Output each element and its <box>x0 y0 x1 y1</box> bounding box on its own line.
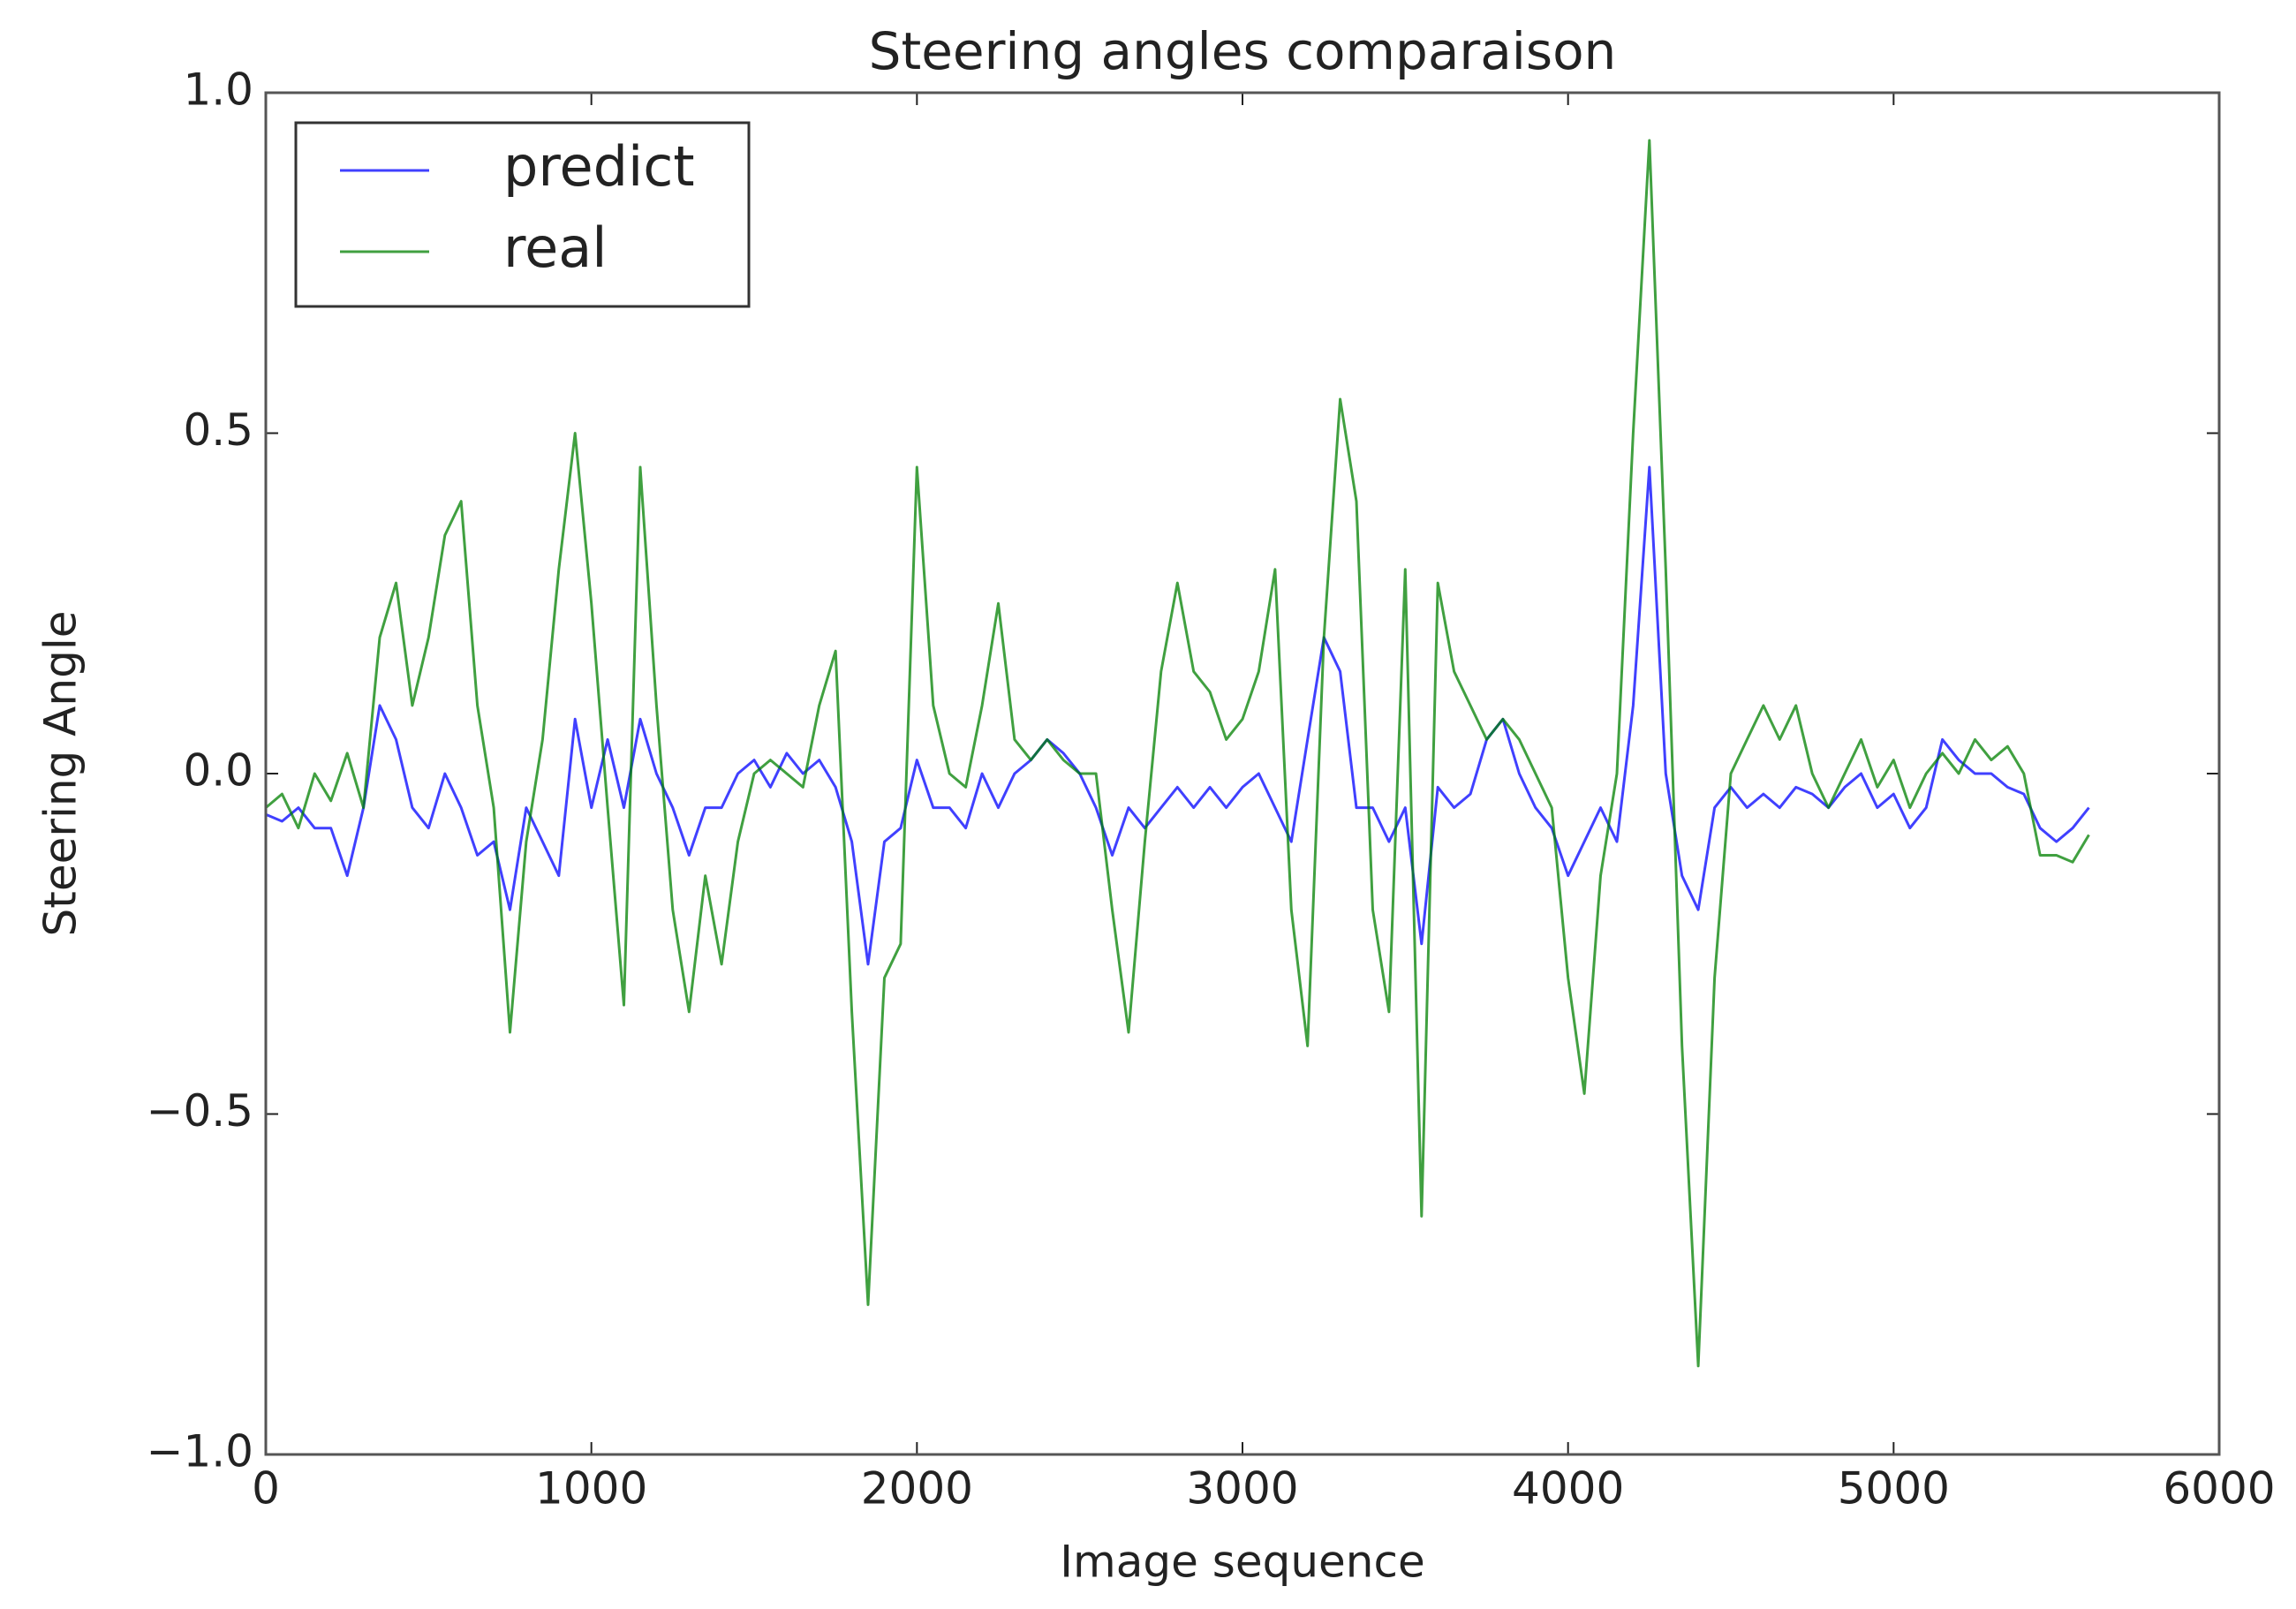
plot-frame <box>264 91 2221 1456</box>
y-tick-label: 0.5 <box>183 404 253 456</box>
legend-label: real <box>503 215 608 280</box>
data-line <box>265 465 2090 966</box>
y-tick-label: −1.0 <box>147 1426 253 1477</box>
legend-box <box>294 121 751 308</box>
y-tick-label: 1.0 <box>183 64 253 116</box>
x-tick-label: 3000 <box>1186 1463 1298 1515</box>
x-axis-label: Image sequence <box>1060 1537 1424 1588</box>
data-line <box>265 139 2090 1368</box>
y-axis-label: Steering Angle <box>35 611 87 937</box>
chart-title: Steering angles comparaison <box>869 21 1617 81</box>
x-tick-label: 2000 <box>861 1463 973 1515</box>
x-tick-label: 5000 <box>1838 1463 1950 1515</box>
y-tick-label: 0.0 <box>183 745 253 797</box>
x-tick-label: 1000 <box>535 1463 647 1515</box>
y-tick-label: −0.5 <box>147 1085 253 1137</box>
x-tick-label: 0 <box>252 1463 280 1515</box>
x-tick-label: 6000 <box>2163 1463 2275 1515</box>
x-tick-label: 4000 <box>1512 1463 1624 1515</box>
legend-label: predict <box>503 134 695 199</box>
